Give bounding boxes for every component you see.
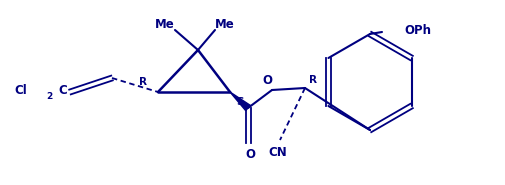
Text: CN: CN [269,145,287,159]
Text: 2: 2 [46,92,52,100]
Text: Me: Me [155,18,175,31]
Text: R: R [309,75,317,85]
Text: Cl: Cl [14,83,27,97]
Text: R: R [139,77,147,87]
Text: C: C [58,83,67,97]
Text: Me: Me [215,18,235,31]
Text: O: O [245,149,255,162]
Text: OPh: OPh [404,23,431,36]
Polygon shape [230,92,250,111]
Text: S: S [236,97,244,107]
Text: O: O [262,73,272,87]
